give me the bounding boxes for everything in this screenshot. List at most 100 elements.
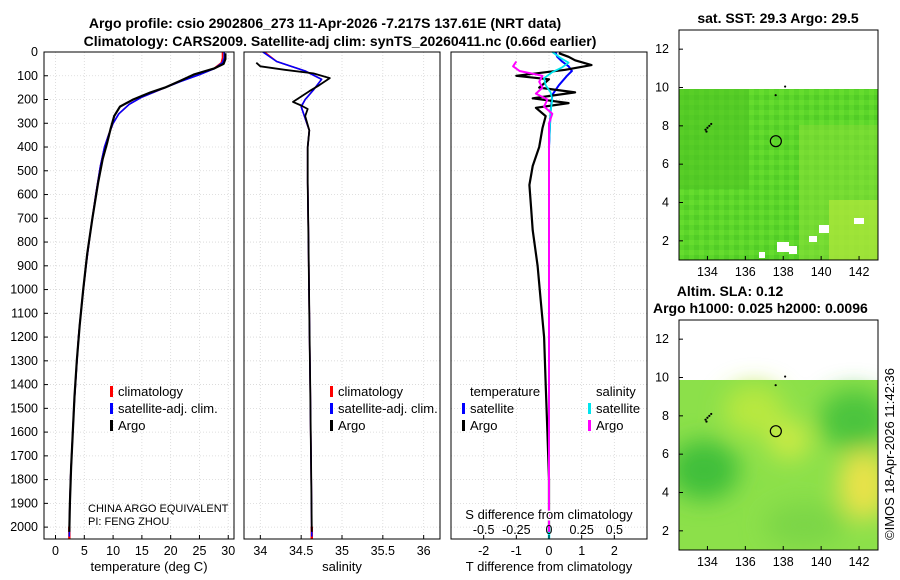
sla-map-plot xyxy=(679,380,878,550)
island-mark xyxy=(708,124,711,127)
sst-map-plot xyxy=(679,89,878,260)
depth-tick-label: 600 xyxy=(17,188,38,202)
salinity-grid xyxy=(244,51,440,539)
depth-tick-label: 1500 xyxy=(10,401,38,415)
lat-tick-label: 10 xyxy=(655,371,669,385)
depth-tick-label: 1900 xyxy=(10,496,38,510)
lon-tick-label: 142 xyxy=(849,555,870,569)
x-tick-label: 15 xyxy=(135,544,149,558)
legend-climatology-label: climatology xyxy=(118,384,184,399)
salinity-legend: climatology satellite-adj. clim. Argo xyxy=(330,384,438,433)
island-mark xyxy=(710,122,713,126)
legend-sal-satellite-label: satellite xyxy=(596,401,640,416)
lon-tick-label: 136 xyxy=(735,555,756,569)
depth-tick-label: 800 xyxy=(17,235,38,249)
lon-tick-label: 142 xyxy=(849,265,870,279)
sst-missing-pixel xyxy=(759,252,765,258)
sst-missing-pixel xyxy=(789,246,797,254)
temperature-grid xyxy=(44,51,234,539)
salinity-lines xyxy=(255,51,331,539)
sla-map-title: Altim. SLA: 0.12 xyxy=(677,283,784,299)
s-difference-tick-labels: -0.5 -0.25 0 0.25 0.5 xyxy=(473,523,623,537)
depth-tick-label: 1300 xyxy=(10,354,38,368)
legend-climatology-swatch xyxy=(110,386,113,397)
series-line-salinity-argo xyxy=(512,60,554,532)
s-diff-tick-label: 0.25 xyxy=(569,523,593,537)
lon-tick-label: 138 xyxy=(773,555,794,569)
depth-tick-label: 1100 xyxy=(11,306,38,320)
difference-legend: temperature salinity satellite Argo sate… xyxy=(462,384,640,433)
series-line-temperature-argo xyxy=(515,52,593,532)
argo-float-position-marker xyxy=(769,135,782,148)
x-tick-label: 10 xyxy=(106,544,120,558)
argo-float-position-marker xyxy=(769,425,782,438)
lat-tick-label: 10 xyxy=(655,81,669,95)
lat-tick-label: 4 xyxy=(662,196,669,210)
depth-tick-label: 2000 xyxy=(10,520,38,534)
lat-tick-label: 6 xyxy=(662,157,669,171)
legend-temp-satellite-label: satellite xyxy=(470,401,514,416)
imos-credit: ©IMOS 18-Apr-2026 11:42:36 xyxy=(882,368,897,540)
figure-title-line1: Argo profile: csio 2902806_273 11-Apr-20… xyxy=(89,15,561,31)
sst-missing-pixel xyxy=(854,218,864,224)
legend-argo-swatch xyxy=(110,420,113,431)
credit-line2: PI: FENG ZHOU xyxy=(88,516,169,528)
island-mark xyxy=(706,126,709,129)
lat-tick-label: 2 xyxy=(662,234,669,248)
s-diff-tick-label: 0.5 xyxy=(606,523,623,537)
series-line-temperature-satellite xyxy=(548,51,573,537)
temperature-plot-area xyxy=(44,52,234,539)
lat-tick-label: 4 xyxy=(662,486,669,500)
series-line-satellite-adj-clim- xyxy=(262,51,323,537)
depth-tick-label: 1000 xyxy=(10,283,38,297)
s-difference-axis-label: S difference from climatology xyxy=(465,507,633,522)
x-tick-label: 25 xyxy=(193,544,207,558)
t-difference-axis-label: T difference from climatology xyxy=(466,559,633,574)
figure-title-line2: Climatology: CARS2009. Satellite-adj cli… xyxy=(84,33,597,49)
island-mark xyxy=(784,375,787,378)
legend-argo-label: Argo xyxy=(338,418,365,433)
sla-map-overlay xyxy=(704,375,787,438)
depth-tick-label: 300 xyxy=(17,116,38,130)
depth-tick-label: 900 xyxy=(17,259,38,273)
salinity-tick-labels: 34 34.5 35 35.5 36 xyxy=(253,535,431,558)
depth-tick-label: 1700 xyxy=(10,449,38,463)
sst-missing-pixel xyxy=(777,242,789,252)
credit-line1: CHINA ARGO EQUIVALENT xyxy=(88,503,229,515)
island-mark xyxy=(705,130,708,133)
lat-tick-label: 12 xyxy=(655,42,669,56)
sla-map-subtitle: Argo h1000: 0.025 h2000: 0.0096 xyxy=(653,300,868,316)
legend-sal-argo-swatch xyxy=(588,420,591,431)
t-difference-tick-labels: -2 -1 0 1 2 xyxy=(478,535,618,558)
island-mark xyxy=(708,414,711,417)
temperature-legend: climatology satellite-adj. clim. Argo xyxy=(110,384,218,433)
legend-climatology-label: climatology xyxy=(338,384,404,399)
depth-tick-label: 0 xyxy=(31,45,38,59)
legend-sal-satellite-swatch xyxy=(588,403,591,414)
series-line-climatology xyxy=(263,51,323,537)
sst-map-panel: sat. SST: 29.3 Argo: 29.5 134 136 138 140 14… xyxy=(655,10,879,279)
depth-tick-label: 100 xyxy=(17,69,38,83)
difference-panel: -2 -1 0 1 2 -0.5 -0.25 0 0.25 0.5 S difference f… xyxy=(450,51,648,574)
x-tick-label: 35.5 xyxy=(371,544,395,558)
sst-map-title: sat. SST: 29.3 Argo: 29.5 xyxy=(697,10,859,26)
temperature-axis-label: temperature (deg C) xyxy=(90,559,207,574)
legend-salinity-heading: salinity xyxy=(596,384,636,399)
island-mark xyxy=(774,384,777,387)
lon-tick-label: 138 xyxy=(773,265,794,279)
depth-tick-label: 1400 xyxy=(10,378,38,392)
legend-satellite-label: satellite-adj. clim. xyxy=(118,401,218,416)
difference-lines xyxy=(512,51,593,539)
sst-warm-corner xyxy=(829,200,878,260)
legend-temp-argo-swatch xyxy=(462,420,465,431)
legend-argo-label: Argo xyxy=(118,418,145,433)
legend-climatology-swatch xyxy=(330,386,333,397)
depth-tick-label: 700 xyxy=(17,211,38,225)
sst-map-overlay xyxy=(704,85,787,148)
x-tick-label: 5 xyxy=(81,544,88,558)
island-mark xyxy=(710,412,713,416)
lon-tick-label: 136 xyxy=(735,265,756,279)
x-tick-label: -1 xyxy=(511,544,522,558)
legend-temp-satellite-swatch xyxy=(462,403,465,414)
